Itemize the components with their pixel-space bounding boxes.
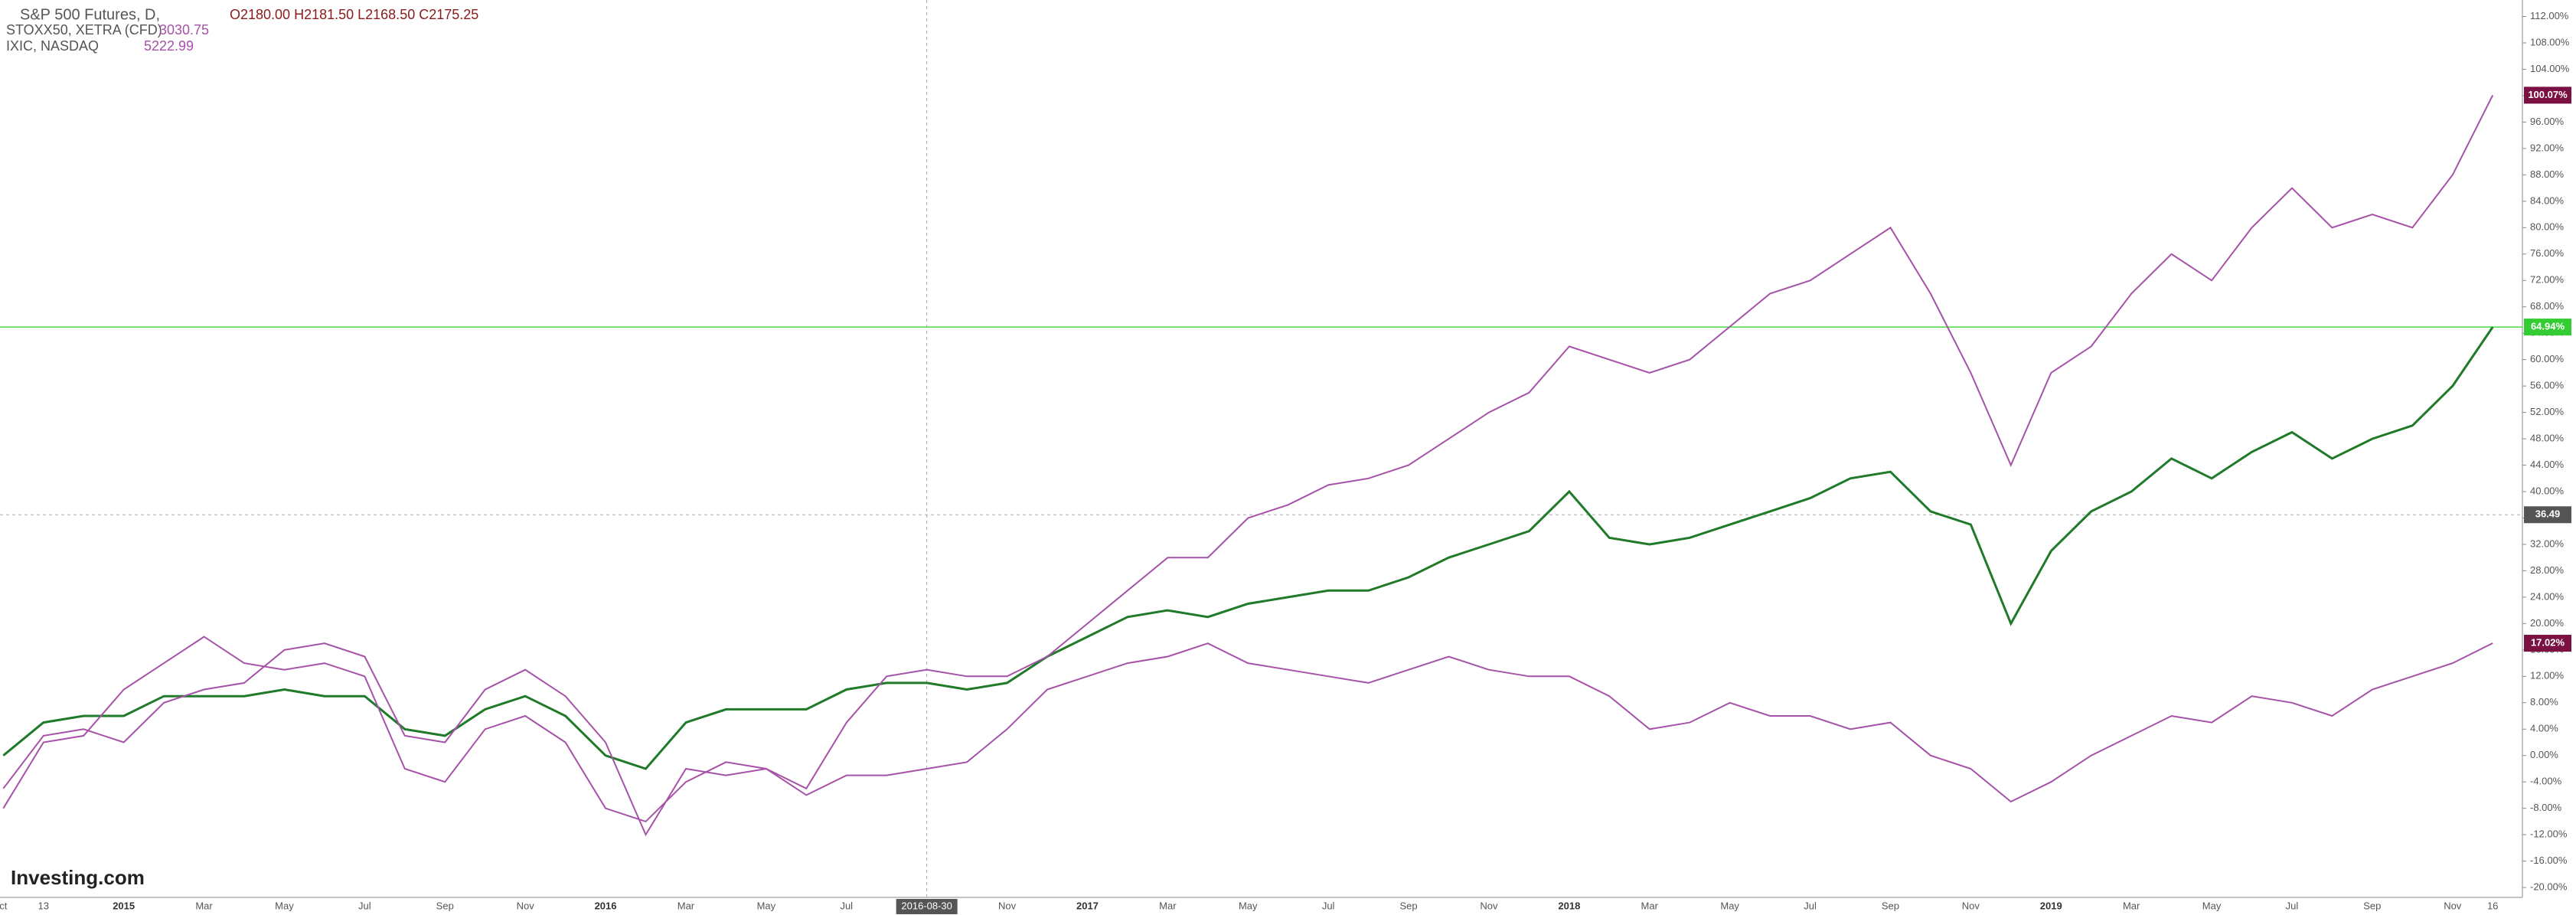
y-tick-label: 76.00% bbox=[2530, 247, 2565, 259]
x-tick-label: 2018 bbox=[1558, 900, 1580, 911]
x-tick-label: 2016 bbox=[595, 900, 617, 911]
y-tick-label: 112.00% bbox=[2530, 10, 2569, 21]
y-tick-label: -20.00% bbox=[2530, 881, 2568, 893]
legend-value: 5222.99 bbox=[144, 38, 194, 54]
y-tick-label: 52.00% bbox=[2530, 406, 2565, 417]
y-tick-label: 8.00% bbox=[2530, 696, 2558, 707]
last-value-badge bbox=[2524, 635, 2571, 652]
y-tick-label: 60.00% bbox=[2530, 353, 2565, 364]
y-tick-label: 92.00% bbox=[2530, 142, 2565, 153]
ohlc: O2180.00 H2181.50 L2168.50 C2175.25 bbox=[230, 7, 478, 22]
watermark: Investing.com bbox=[11, 866, 145, 889]
y-tick-label: 24.00% bbox=[2530, 590, 2565, 602]
x-tick-label: Nov bbox=[517, 900, 535, 911]
last-value-label: 100.07% bbox=[2528, 89, 2568, 100]
legend-value: 3030.75 bbox=[159, 22, 209, 38]
y-tick-label: 0.00% bbox=[2530, 749, 2558, 760]
legend-title: S&P 500 Futures, D, bbox=[20, 6, 160, 23]
x-tick-label: Sep bbox=[1399, 900, 1417, 911]
x-tick-label: Jul bbox=[840, 900, 853, 911]
y-tick-label: 80.00% bbox=[2530, 221, 2565, 233]
y-tick-label: -12.00% bbox=[2530, 828, 2568, 840]
x-tick-label: Nov bbox=[1480, 900, 1498, 911]
last-value-label: 64.94% bbox=[2531, 321, 2565, 332]
y-tick-label: 4.00% bbox=[2530, 723, 2558, 734]
x-tick-label: Sep bbox=[436, 900, 454, 911]
x-tick-label: Jul bbox=[358, 900, 371, 911]
y-tick-label: 44.00% bbox=[2530, 459, 2565, 470]
series-line bbox=[2, 636, 2493, 823]
x-tick-label: 2017 bbox=[1076, 900, 1099, 911]
x-tick-label: Mar bbox=[2123, 900, 2140, 911]
x-tick-label: 2019 bbox=[2040, 900, 2062, 911]
y-tick-label: 32.00% bbox=[2530, 538, 2565, 549]
y-tick-label: 40.00% bbox=[2530, 485, 2565, 496]
x-tick-label: 13 bbox=[38, 900, 49, 911]
x-tick-label: ct bbox=[0, 900, 8, 911]
y-tick-label: -16.00% bbox=[2530, 855, 2568, 866]
x-tick-label: 16 bbox=[2487, 900, 2498, 911]
x-tick-label: May bbox=[275, 900, 294, 911]
y-tick-label: 48.00% bbox=[2530, 433, 2565, 444]
y-tick-label: 104.00% bbox=[2530, 63, 2570, 74]
x-tick-label: 2015 bbox=[113, 900, 135, 911]
x-tick-label: 2016-08-30 bbox=[901, 900, 952, 911]
x-tick-label: May bbox=[1239, 900, 1258, 911]
legend-entry: IXIC, NASDAQ bbox=[6, 38, 99, 54]
x-tick-label: Jul bbox=[2286, 900, 2299, 911]
y-tick-label: -4.00% bbox=[2530, 776, 2562, 787]
x-tick-label: Nov bbox=[1962, 900, 1980, 911]
series-line bbox=[2, 94, 2494, 837]
legend-entry: STOXX50, XETRA (CFD) bbox=[6, 22, 162, 38]
last-value-badge bbox=[2524, 319, 2571, 336]
last-value-badge bbox=[2524, 87, 2571, 104]
crosshair-y-label: 36.49 bbox=[2535, 508, 2561, 520]
x-tick-label: Jul bbox=[1804, 900, 1817, 911]
crosshair-y-label-bg bbox=[2524, 506, 2571, 524]
x-tick-label: Nov bbox=[998, 900, 1017, 911]
y-tick-label: 28.00% bbox=[2530, 564, 2565, 576]
y-tick-label: 84.00% bbox=[2530, 194, 2565, 206]
x-tick-label: Mar bbox=[1641, 900, 1659, 911]
y-tick-label: 12.00% bbox=[2530, 670, 2565, 681]
y-tick-label: 96.00% bbox=[2530, 116, 2565, 127]
x-tick-label: Mar bbox=[677, 900, 695, 911]
x-tick-label: Sep bbox=[2363, 900, 2381, 911]
x-tick-label: Jul bbox=[1322, 900, 1335, 911]
y-tick-label: 108.00% bbox=[2530, 36, 2570, 47]
crosshair-x-label-bg bbox=[896, 899, 958, 914]
y-tick-label: 72.00% bbox=[2530, 274, 2565, 286]
y-tick-label: 56.00% bbox=[2530, 380, 2565, 391]
series-line bbox=[2, 326, 2494, 770]
x-tick-label: May bbox=[757, 900, 776, 911]
x-tick-label: May bbox=[1720, 900, 1739, 911]
last-value-label: 17.02% bbox=[2531, 636, 2565, 648]
y-tick-label: -8.00% bbox=[2530, 802, 2562, 813]
x-tick-label: Mar bbox=[1159, 900, 1177, 911]
y-tick-label: 68.00% bbox=[2530, 300, 2565, 312]
x-tick-label: May bbox=[2202, 900, 2222, 911]
y-tick-label: 20.00% bbox=[2530, 617, 2565, 629]
x-tick-label: Sep bbox=[1882, 900, 1899, 911]
x-tick-label: Nov bbox=[2444, 900, 2462, 911]
y-tick-label: 88.00% bbox=[2530, 168, 2565, 180]
x-tick-label: Mar bbox=[195, 900, 213, 911]
